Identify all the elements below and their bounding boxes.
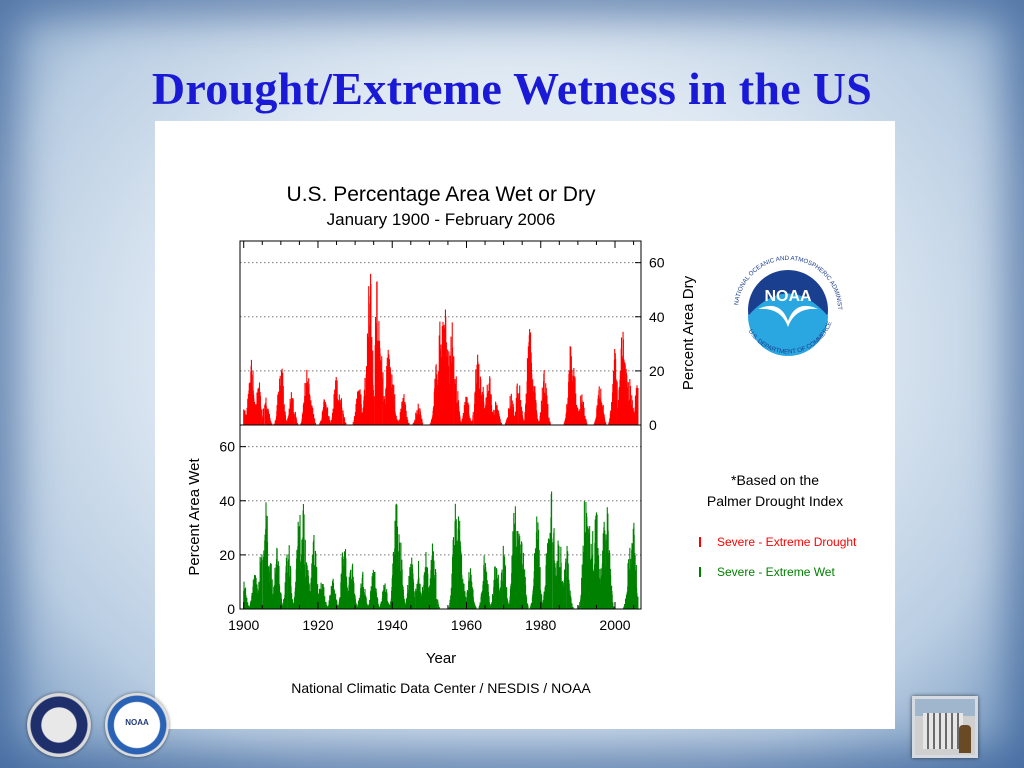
wet-tick-label: 60 — [219, 439, 235, 455]
commerce-seal-icon — [27, 693, 91, 757]
dry-tick-label: 0 — [649, 417, 657, 433]
x-tick-label: 1980 — [525, 617, 556, 633]
dry-tick-label: 60 — [649, 255, 665, 271]
wet-tick-label: 40 — [219, 493, 235, 509]
noaa-logo: NOAA NATIONAL OCEANIC AND ATMOSPHERIC AD… — [153, 116, 844, 366]
dry-tick-label: 40 — [649, 309, 665, 325]
x-tick-label: 1960 — [451, 617, 482, 633]
noaa-seal-label: NOAA — [125, 718, 149, 727]
statue — [959, 725, 971, 753]
noaa-logo-text: NOAA — [764, 288, 812, 305]
dry-axis: 0 20 40 60 — [635, 255, 665, 433]
note-line-1: *Based on the — [731, 472, 819, 488]
noaa-seal-icon: NOAA — [105, 693, 169, 757]
wet-gridlines — [240, 446, 641, 556]
chart-subtitle: January 1900 - February 2006 — [327, 210, 556, 229]
building-facade — [923, 713, 963, 749]
x-tick-label: 1900 — [228, 617, 259, 633]
note-line-2: Palmer Drought Index — [707, 493, 843, 509]
x-axis: 1900 1920 1940 1960 1980 2000 — [228, 241, 635, 633]
x-axis-label: Year — [426, 650, 456, 667]
drought-wet-chart: U.S. Percentage Area Wet or Dry January … — [153, 116, 857, 696]
x-tick-label: 1940 — [377, 617, 408, 633]
dry-axis-label: Percent Area Dry — [680, 275, 697, 390]
slide-title: Drought/Extreme Wetness in the US — [151, 63, 873, 114]
wet-bars — [243, 491, 639, 609]
legend-wet-label: Severe - Extreme Wet — [717, 565, 835, 579]
chart-panel: U.S. Percentage Area Wet or Dry January … — [153, 116, 895, 729]
legend-dry-label: Severe - Extreme Drought — [717, 535, 857, 549]
wet-axis-label: Percent Area Wet — [186, 458, 203, 576]
building-photo-icon — [912, 696, 978, 758]
dry-bars — [243, 273, 639, 425]
chart-title: U.S. Percentage Area Wet or Dry — [287, 183, 596, 206]
dry-tick-label: 20 — [649, 363, 665, 379]
chart-credit: National Climatic Data Center / NESDIS /… — [291, 680, 591, 696]
wet-tick-label: 0 — [227, 601, 235, 617]
x-tick-label: 1920 — [302, 617, 333, 633]
x-tick-label: 2000 — [599, 617, 630, 633]
wet-axis: 0 20 40 60 — [219, 439, 246, 617]
wet-tick-label: 20 — [219, 547, 235, 563]
